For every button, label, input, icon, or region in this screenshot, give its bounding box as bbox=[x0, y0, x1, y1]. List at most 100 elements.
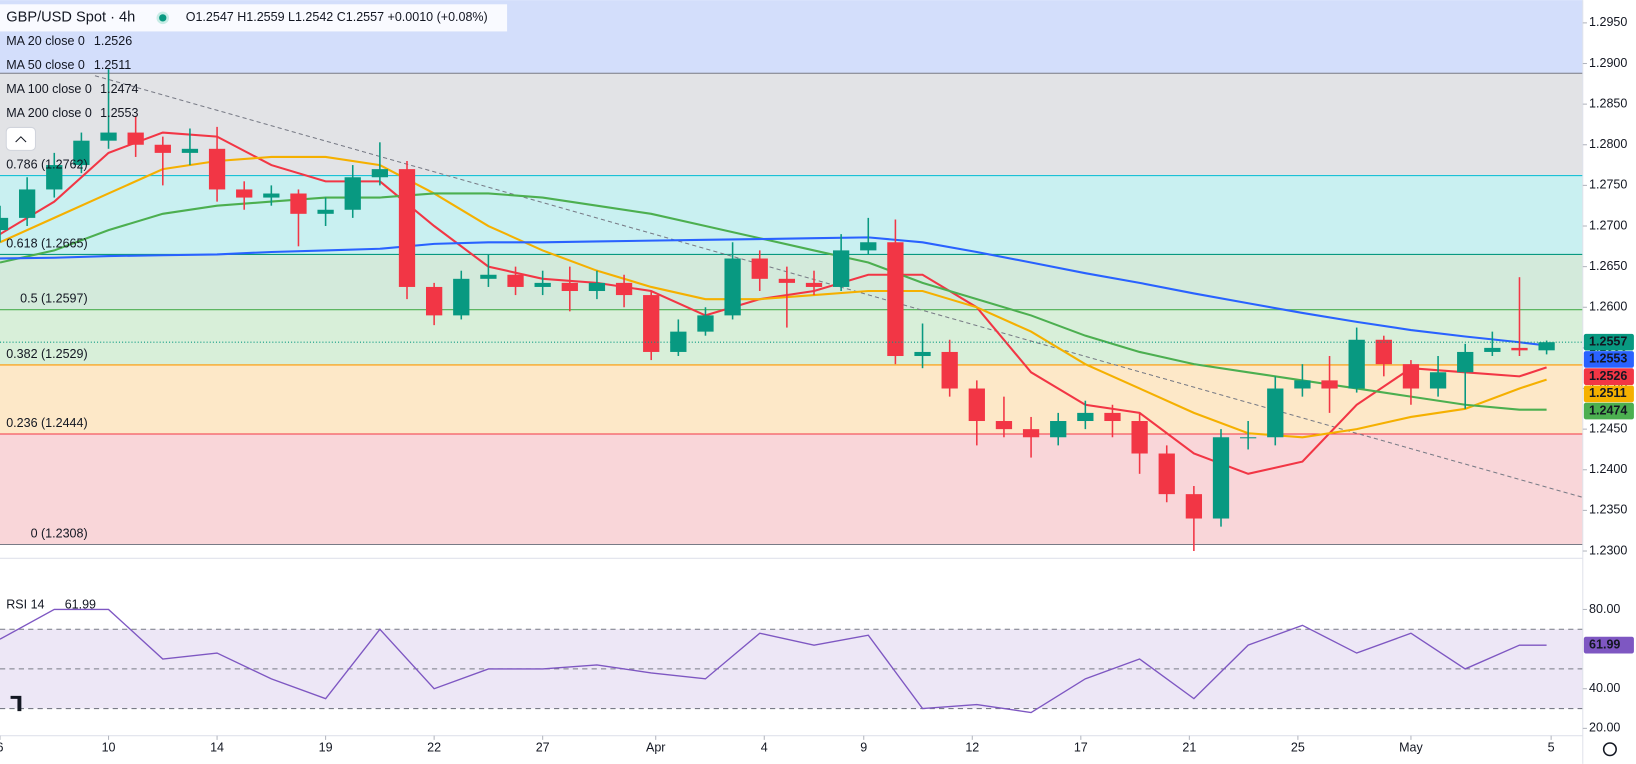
candle-body bbox=[0, 217, 9, 231]
candle-body bbox=[1321, 380, 1338, 389]
header-bg bbox=[0, 4, 508, 32]
candle-body bbox=[832, 250, 850, 287]
fib-zone bbox=[0, 309, 1583, 365]
legend-value: 1.2474 bbox=[100, 82, 138, 96]
legend-label: MA 50 close 0 bbox=[6, 58, 85, 72]
candle-body bbox=[154, 144, 171, 153]
y-tick-label: 1.2850 bbox=[1589, 96, 1627, 110]
x-tick-label: 9 bbox=[860, 741, 867, 755]
collapse-button[interactable] bbox=[5, 126, 36, 151]
candle-body bbox=[724, 258, 741, 316]
candle-body bbox=[290, 193, 307, 214]
candle-body bbox=[778, 278, 796, 283]
x-tick-label: 19 bbox=[319, 741, 333, 755]
rsi-value: 61.99 bbox=[65, 598, 96, 612]
candle-body bbox=[181, 148, 199, 153]
candle-body bbox=[1429, 372, 1447, 389]
status-dot bbox=[159, 14, 167, 22]
y-tick-label: 1.2300 bbox=[1589, 543, 1627, 557]
candle-body bbox=[1158, 453, 1175, 495]
candle-body bbox=[453, 278, 470, 316]
candle-body bbox=[1538, 342, 1555, 351]
x-tick-label: 5 bbox=[1548, 741, 1555, 755]
y-tick-label: 40.00 bbox=[1589, 681, 1620, 695]
logo: ⅂ bbox=[10, 693, 22, 716]
candle-body bbox=[1484, 347, 1501, 352]
x-tick-label: 12 bbox=[965, 741, 979, 755]
legend-label: MA 100 close 0 bbox=[6, 82, 92, 96]
price-badge bbox=[1583, 351, 1634, 368]
candle-body bbox=[1022, 429, 1040, 438]
candle-body bbox=[615, 282, 633, 296]
y-tick-label: 80.00 bbox=[1589, 602, 1620, 616]
y-tick-label: 1.2400 bbox=[1589, 462, 1627, 476]
candle-body bbox=[1050, 421, 1067, 438]
candle-body bbox=[100, 132, 117, 141]
candle-body bbox=[968, 388, 985, 422]
candle-body bbox=[805, 282, 823, 287]
y-tick-label: 1.2900 bbox=[1589, 56, 1627, 70]
x-tick-label: 17 bbox=[1074, 741, 1088, 755]
price-badge-label: 1.2474 bbox=[1589, 403, 1627, 417]
candle-body bbox=[643, 295, 660, 352]
fib-zone bbox=[0, 175, 1583, 255]
candle-body bbox=[18, 189, 36, 218]
x-tick-label: 25 bbox=[1291, 741, 1305, 755]
price-badge-label: 1.2557 bbox=[1589, 335, 1627, 349]
candle-body bbox=[73, 140, 90, 166]
candle-body bbox=[398, 169, 416, 287]
fib-label: 0.236 (1.2444) bbox=[6, 416, 87, 430]
candle-body bbox=[371, 169, 389, 178]
candle-body bbox=[995, 421, 1013, 430]
candle-body bbox=[887, 242, 904, 357]
candle-body bbox=[914, 351, 931, 357]
rsi-badge bbox=[1583, 636, 1634, 654]
candle-body bbox=[534, 282, 551, 287]
ohlc: O1.2547 H1.2559 L1.2542 C1.2557 +0.0010 … bbox=[186, 10, 488, 24]
candle-body bbox=[1240, 437, 1257, 439]
candle-body bbox=[46, 165, 63, 190]
x-tick-label: 14 bbox=[210, 741, 224, 755]
legend-value: 1.2553 bbox=[100, 106, 138, 120]
price-badge bbox=[1583, 368, 1634, 385]
price-badge-label: 1.2511 bbox=[1589, 386, 1627, 400]
candle-body bbox=[208, 148, 226, 190]
fib-label: 0.382 (1.2529) bbox=[6, 347, 87, 361]
y-tick-label: 1.2450 bbox=[1589, 421, 1627, 435]
candle-body bbox=[1457, 351, 1474, 373]
price-badge bbox=[1583, 333, 1634, 351]
rsi-label: RSI 14 bbox=[6, 598, 44, 612]
price-badge bbox=[1583, 402, 1634, 420]
rsi-line bbox=[0, 608, 1547, 714]
candle-body bbox=[507, 274, 524, 287]
candle-body bbox=[1348, 339, 1365, 389]
ma-line bbox=[0, 192, 1547, 411]
candle-body bbox=[1294, 380, 1311, 389]
y-tick-label: 1.2650 bbox=[1589, 259, 1627, 273]
overlay: GBP/USD Spot · 4h O1.2547 H1.2559 L1.254… bbox=[0, 4, 1634, 757]
candle-body bbox=[1212, 437, 1230, 519]
candle-body bbox=[1131, 421, 1148, 454]
candle-body bbox=[561, 282, 578, 292]
fib-zone bbox=[0, 434, 1583, 545]
candle-body bbox=[1375, 339, 1392, 365]
y-tick-label: 20.00 bbox=[1589, 721, 1620, 735]
candle-body bbox=[941, 351, 958, 389]
fib-label: 0.618 (1.2665) bbox=[6, 236, 87, 250]
candle-body bbox=[425, 286, 443, 316]
price-badge-label: 1.2526 bbox=[1589, 369, 1627, 383]
legend-value: 1.2511 bbox=[94, 58, 131, 72]
settings-button[interactable] bbox=[1602, 742, 1617, 757]
candle-body bbox=[1104, 412, 1121, 422]
candle-body bbox=[588, 282, 606, 292]
x-tick-label: 21 bbox=[1182, 741, 1196, 755]
y-tick-label: 1.2800 bbox=[1589, 137, 1627, 151]
ma-line bbox=[0, 236, 1547, 347]
candle-body bbox=[860, 242, 877, 251]
plot bbox=[0, 69, 1583, 714]
candle-body bbox=[127, 132, 144, 145]
candle-body bbox=[1267, 388, 1284, 438]
y-tick-label: 1.2750 bbox=[1589, 178, 1627, 192]
candle-body bbox=[317, 209, 334, 214]
fib-label: 0.5 (1.2597) bbox=[20, 292, 88, 306]
